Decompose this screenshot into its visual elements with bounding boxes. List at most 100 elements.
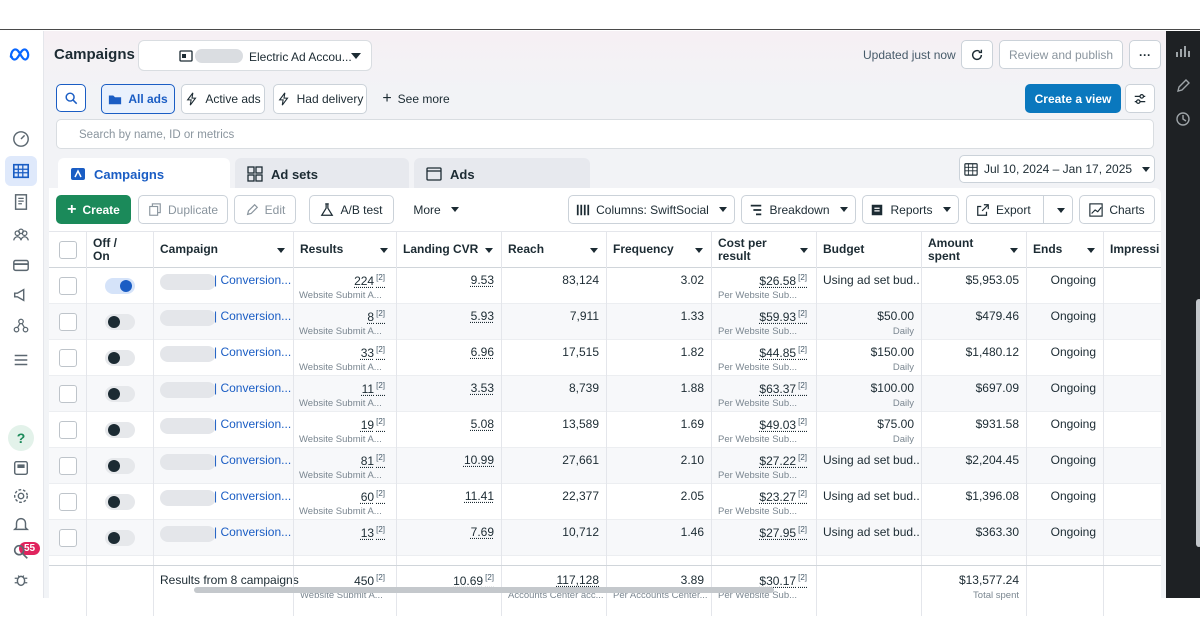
sort-chevron-icon[interactable] (800, 248, 808, 253)
on-off-toggle[interactable] (105, 350, 135, 366)
select-all-checkbox[interactable] (59, 241, 77, 259)
column-header[interactable]: Cost per result (712, 232, 817, 268)
account-selector[interactable]: Electric Ad Accou... (138, 40, 372, 71)
more-actions-button[interactable]: More (404, 195, 468, 224)
more-options-button[interactable]: ··· (1129, 40, 1161, 69)
table-row[interactable]: | Conversion... 33 [2] Website Submit A... 6… (49, 340, 1161, 376)
dashboard-gauge-icon[interactable] (10, 128, 32, 150)
review-publish-button[interactable]: Review and publish (999, 40, 1123, 69)
column-header[interactable]: Landing CVR (397, 232, 502, 268)
vertical-scrollbar[interactable] (1196, 299, 1200, 547)
audience-icon[interactable] (10, 224, 32, 246)
notifications-bell-icon[interactable] (10, 513, 32, 535)
duplicate-button[interactable]: Duplicate (138, 195, 228, 224)
bar-chart-icon[interactable] (1175, 43, 1191, 59)
pages-icon[interactable] (10, 191, 32, 213)
on-off-toggle[interactable] (105, 386, 135, 402)
filter-had-delivery[interactable]: Had delivery (273, 84, 367, 114)
campaign-name-link[interactable]: | Conversion... (214, 345, 292, 359)
table-row[interactable]: | Conversion... 19 [2] Website Submit A... 5… (49, 412, 1161, 448)
columns-dropdown[interactable]: Columns: SwiftSocial (568, 195, 735, 224)
row-checkbox[interactable] (59, 277, 77, 295)
search-toggle-button[interactable] (56, 84, 86, 112)
sort-chevron-icon[interactable] (277, 248, 285, 253)
campaign-name-link[interactable]: | Conversion... (214, 417, 292, 431)
column-header[interactable]: Budget (817, 232, 922, 268)
settings-gear-icon[interactable] (10, 485, 32, 507)
sort-chevron-icon[interactable] (590, 248, 598, 253)
meta-logo-icon[interactable] (9, 43, 31, 65)
table-row[interactable]: | Conversion... 60 [2] Website Submit A... 1… (49, 484, 1161, 520)
campaign-name-link[interactable]: | Conversion... (214, 273, 292, 287)
edit-label: Edit (265, 203, 286, 217)
refresh-button[interactable] (961, 40, 993, 69)
business-network-icon[interactable] (10, 315, 32, 337)
row-checkbox[interactable] (59, 529, 77, 547)
campaign-name-link[interactable]: | Conversion... (214, 525, 292, 539)
reports-dropdown[interactable]: Reports (862, 195, 959, 224)
horizontal-scrollbar[interactable] (194, 587, 774, 593)
chevron-down-icon[interactable] (1057, 208, 1065, 213)
on-off-toggle[interactable] (105, 494, 135, 510)
breakdown-dropdown[interactable]: Breakdown (741, 195, 856, 224)
row-checkbox[interactable] (59, 457, 77, 475)
sort-chevron-icon[interactable] (695, 248, 703, 253)
on-off-toggle[interactable] (105, 314, 135, 330)
on-off-toggle[interactable] (105, 458, 135, 474)
billing-card-icon[interactable] (10, 254, 32, 276)
row-checkbox[interactable] (59, 313, 77, 331)
on-off-toggle[interactable] (105, 278, 135, 294)
tab-campaigns[interactable]: Campaigns (58, 158, 230, 190)
table-row[interactable]: | Conversion... 13 [2] 7.69 10,712 1.46 $27.95… (49, 520, 1161, 556)
sort-chevron-icon[interactable] (380, 248, 388, 253)
row-checkbox[interactable] (59, 385, 77, 403)
column-header[interactable]: Impressi (1104, 232, 1161, 268)
search-icon[interactable] (10, 541, 32, 563)
charts-button[interactable]: Charts (1079, 195, 1155, 224)
news-feed-icon[interactable] (10, 457, 32, 479)
bug-report-icon[interactable] (10, 569, 32, 591)
help-icon[interactable]: ? (8, 425, 34, 451)
on-off-toggle[interactable] (105, 530, 135, 546)
column-header[interactable]: Amount spent (922, 232, 1027, 268)
tab-ad-sets[interactable]: Ad sets (235, 158, 409, 190)
create-view-button[interactable]: Create a view (1025, 84, 1121, 113)
create-button[interactable]: + Create (56, 195, 131, 224)
row-checkbox[interactable] (59, 493, 77, 511)
row-checkbox[interactable] (59, 421, 77, 439)
campaign-name-link[interactable]: | Conversion... (214, 381, 292, 395)
campaign-name-link[interactable]: | Conversion... (214, 453, 292, 467)
ads-manager-table-icon[interactable] (5, 156, 37, 186)
see-more-button[interactable]: + See more (376, 84, 456, 114)
pencil-icon[interactable] (1175, 78, 1191, 94)
megaphone-icon[interactable] (10, 284, 32, 306)
ab-test-button[interactable]: A/B test (309, 195, 394, 224)
edit-button[interactable]: Edit (234, 195, 296, 224)
table-row[interactable]: | Conversion... 11 [2] Website Submit A... 3… (49, 376, 1161, 412)
table-row[interactable]: | Conversion... 81 [2] Website Submit A... 1… (49, 448, 1161, 484)
search-input[interactable]: Search by name, ID or metrics (56, 119, 1154, 149)
sort-chevron-icon[interactable] (1010, 248, 1018, 253)
column-header[interactable]: Campaign (154, 232, 294, 268)
menu-icon[interactable] (10, 349, 32, 371)
on-off-toggle[interactable] (105, 422, 135, 438)
filter-all-ads[interactable]: All ads (101, 84, 175, 114)
sort-chevron-icon[interactable] (485, 248, 493, 253)
row-checkbox[interactable] (59, 349, 77, 367)
table-row[interactable]: | Conversion... 224 [2] Website Submit A...… (49, 268, 1161, 304)
export-button[interactable]: Export (966, 195, 1073, 224)
view-settings-button[interactable] (1125, 84, 1155, 113)
history-clock-icon[interactable] (1175, 111, 1191, 127)
table-row[interactable]: | Conversion... 8 [2] Website Submit A... 5.… (49, 304, 1161, 340)
column-header[interactable]: Results (294, 232, 397, 268)
column-header[interactable]: Off / On (87, 232, 154, 268)
campaign-name-link[interactable]: | Conversion... (214, 489, 292, 503)
column-header[interactable]: Frequency (607, 232, 712, 268)
tab-ads[interactable]: Ads (414, 158, 590, 190)
column-header[interactable]: Reach (502, 232, 607, 268)
column-header[interactable]: Ends (1027, 232, 1104, 268)
campaign-name-link[interactable]: | Conversion... (214, 309, 292, 323)
date-range-picker[interactable]: Jul 10, 2024 – Jan 17, 2025 (959, 155, 1155, 183)
filter-active-ads[interactable]: Active ads (181, 84, 265, 114)
sort-chevron-icon[interactable] (1087, 248, 1095, 253)
